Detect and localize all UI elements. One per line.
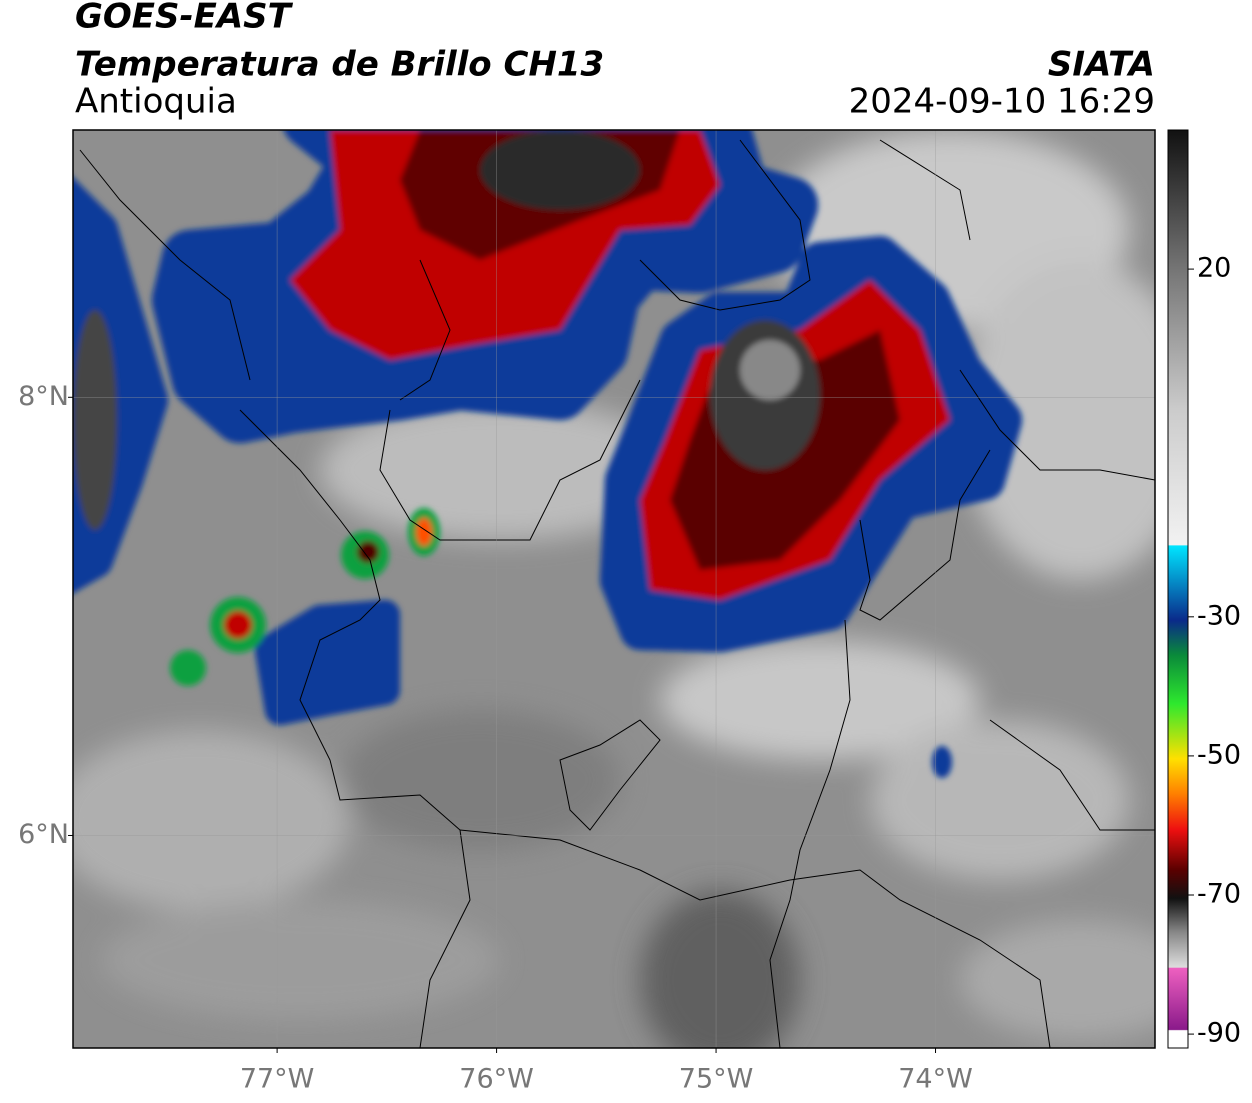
borders (79, 139, 1155, 1048)
lat-tick-label: 6°N (18, 819, 69, 850)
grid (73, 130, 1155, 1048)
region: Antioquia (75, 82, 237, 122)
lon-tick-label: 74°W (898, 1064, 973, 1095)
colorbar-tick-label: -90 (1197, 1018, 1241, 1049)
subtitle: Temperatura de Brillo CH13 (75, 45, 604, 85)
colorbar-tick-label: -30 (1197, 600, 1241, 631)
colorbar-tick-label: -70 (1197, 879, 1241, 910)
datetime: 2024-09-10 16:29 (849, 82, 1155, 122)
colorbar-tick-label: -50 (1197, 739, 1241, 770)
map-frame (72, 129, 1156, 1049)
lon-tick-label: 76°W (459, 1064, 534, 1095)
lat-tick-label: 8°N (18, 381, 69, 412)
satellite-image (73, 130, 1155, 1048)
lon-tick-label: 77°W (240, 1064, 315, 1095)
storm-small (170, 508, 952, 778)
source: SIATA (1048, 45, 1155, 85)
lon-tick-label: 75°W (679, 1064, 754, 1095)
colorbar (1167, 129, 1189, 1049)
title: GOES-EAST (75, 0, 294, 37)
colorbar-tick-label: 20 (1197, 253, 1231, 284)
